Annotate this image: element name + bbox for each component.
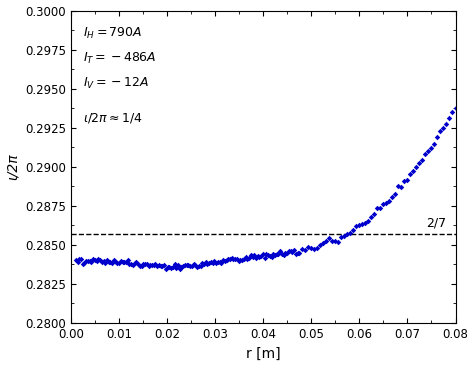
- Y-axis label: ι/2π: ι/2π: [6, 153, 19, 180]
- Text: $\iota/2\pi \approx 1/4$: $\iota/2\pi \approx 1/4$: [82, 111, 143, 124]
- Text: 2/7: 2/7: [426, 216, 446, 229]
- Text: $I_H = 790A$: $I_H = 790A$: [82, 26, 142, 41]
- Text: $I_V = -12A$: $I_V = -12A$: [82, 76, 149, 91]
- X-axis label: r [m]: r [m]: [246, 347, 281, 361]
- Text: $I_T = -486A$: $I_T = -486A$: [82, 51, 156, 66]
